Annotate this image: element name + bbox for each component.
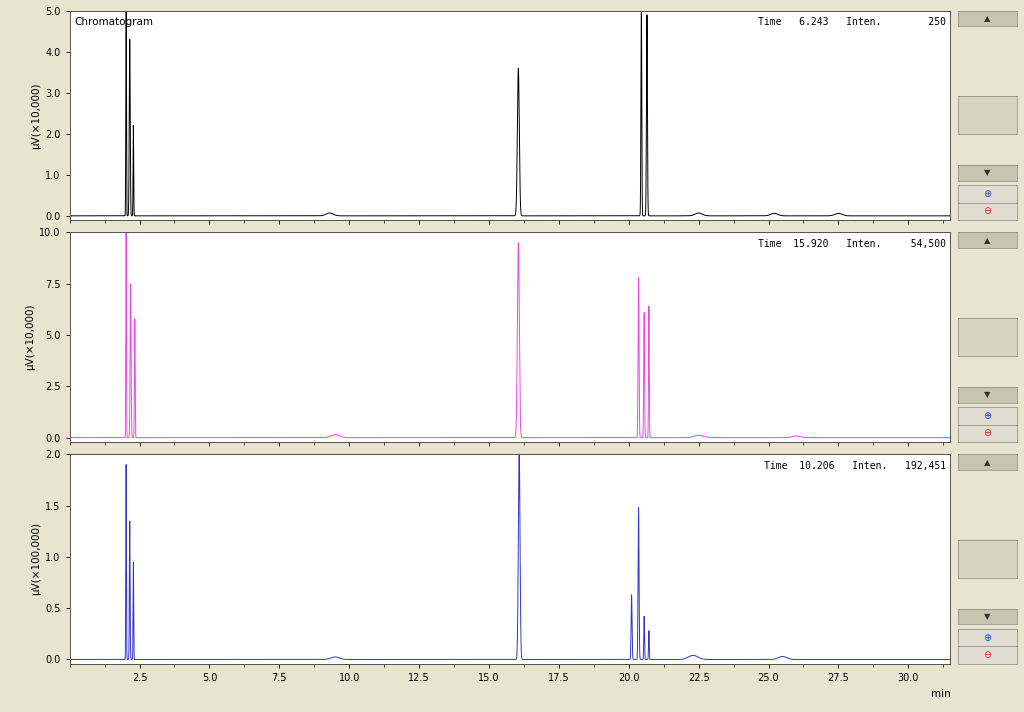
Y-axis label: μV(×100,000): μV(×100,000) [31, 523, 41, 595]
Text: ▼: ▼ [984, 169, 990, 177]
Y-axis label: μV(×10,000): μV(×10,000) [31, 82, 41, 149]
Text: Time  15.920   Inten.     54,500: Time 15.920 Inten. 54,500 [758, 239, 946, 248]
Text: ⊕: ⊕ [983, 411, 991, 421]
Text: ⊕: ⊕ [983, 633, 991, 643]
Text: ▲: ▲ [984, 458, 990, 466]
Text: ▼: ▼ [984, 390, 990, 399]
Text: ▲: ▲ [984, 14, 990, 23]
Text: ⊖: ⊖ [983, 206, 991, 216]
Y-axis label: μV(×10,000): μV(×10,000) [25, 304, 35, 370]
Text: ⊕: ⊕ [983, 189, 991, 199]
Text: ⊖: ⊖ [983, 650, 991, 660]
Text: Time   6.243   Inten.        250: Time 6.243 Inten. 250 [758, 17, 946, 27]
Text: Chromatogram: Chromatogram [74, 17, 153, 27]
Text: ⊖: ⊖ [983, 428, 991, 438]
Text: ▼: ▼ [984, 612, 990, 621]
Text: Time  10.206   Inten.   192,451: Time 10.206 Inten. 192,451 [764, 461, 946, 471]
Text: ▲: ▲ [984, 236, 990, 245]
Text: min: min [931, 689, 950, 698]
